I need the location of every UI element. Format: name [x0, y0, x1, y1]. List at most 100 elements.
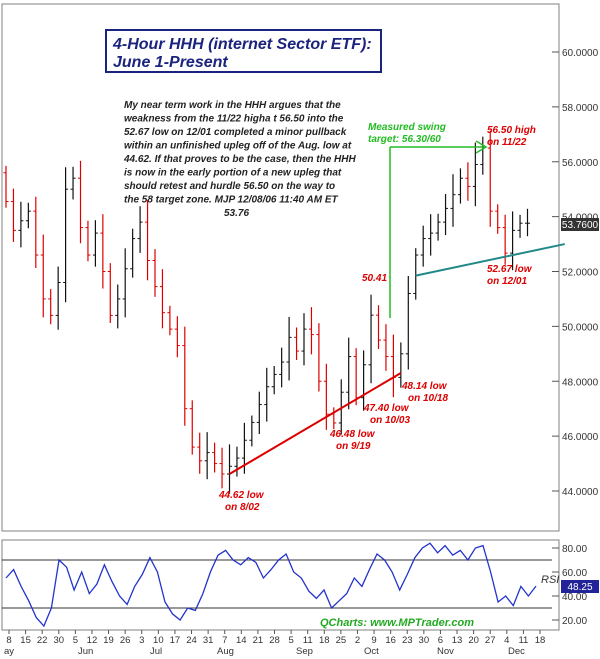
annotation-label: 48.14 low [401, 381, 448, 392]
annotation-label: 44.62 low [218, 490, 265, 501]
x-tick-label: 24 [186, 635, 197, 646]
x-tick-label: 3 [139, 635, 144, 646]
last-price-label: 53.7600 [562, 220, 599, 231]
annotation-label: on 11/22 [487, 137, 527, 148]
x-month-label: Jul [150, 646, 162, 657]
annotation-label: on 10/18 [408, 393, 448, 404]
commentary-line: is now in the early portion of a new upl… [124, 168, 342, 179]
rsi-y-tick-label: 40.00 [562, 592, 587, 603]
x-axis: 8 15 22 30 5 12 19 26 3 10 17 24 31 7 14 21 28 5 11 18 25 2 9 1… [4, 630, 545, 657]
x-month-label: Oct [364, 646, 379, 657]
price-y-tick-label: 60.0000 [562, 48, 599, 59]
x-month-label: Nov [437, 646, 454, 657]
commentary-line: should retest and hurdle 56.50 on the wa… [124, 181, 335, 192]
commentary-line: 44.62. If that proves to be the case, th… [123, 154, 357, 165]
chart-title: 4-Hour HHH (internet Sector ETF): [112, 36, 372, 53]
x-tick-label: 18 [319, 635, 330, 646]
x-tick-label: 30 [53, 635, 64, 646]
rsi-reference-lines [2, 559, 552, 609]
measured-move-arrow [389, 140, 488, 318]
price-y-tick-label: 58.0000 [562, 103, 599, 114]
price-y-tick-label: 44.0000 [562, 487, 599, 498]
annotation-label: Measured swing [368, 122, 446, 133]
x-tick-label: 18 [535, 635, 546, 646]
rsi-y-axis: 80.00 60.00 40.00 20.00 [552, 544, 587, 627]
x-tick-label: 28 [269, 635, 280, 646]
x-tick-label: 11 [518, 635, 528, 646]
price-y-tick-label: 48.0000 [562, 377, 599, 388]
commentary-line: weakness from the 11/22 higha t 56.50 in… [124, 114, 344, 125]
annotation-label: on 12/01 [487, 276, 527, 287]
x-tick-label: 6 [438, 635, 443, 646]
rsi-y-tick-label: 60.00 [562, 568, 587, 579]
x-month-label: Dec [508, 646, 525, 657]
price-bars [3, 130, 530, 494]
x-tick-label: 5 [288, 635, 293, 646]
price-y-tick-label: 52.0000 [562, 268, 599, 279]
x-tick-label: 5 [73, 635, 78, 646]
x-tick-label: 22 [37, 635, 48, 646]
price-y-tick-label: 56.0000 [562, 158, 599, 169]
rsi-y-tick-label: 80.00 [562, 544, 587, 555]
rsi-panel [1, 539, 560, 631]
x-tick-label: 4 [504, 635, 509, 646]
x-tick-label: 8 [6, 635, 11, 646]
annotation-label: 50.41 [362, 273, 387, 284]
annotation-label: 52.67 low [487, 264, 533, 275]
commentary-line: My near term work in the HHH argues that… [124, 100, 341, 111]
commentary: My near term work in the HHH argues that… [123, 100, 357, 219]
rsi-value-label: 48.25 [567, 582, 592, 593]
commentary-line: the 58 target zone. MJP 12/08/06 11:40 A… [124, 195, 338, 206]
x-month-label: Sep [296, 646, 313, 657]
annotation-label: 56.50 high [487, 125, 536, 136]
commentary-line: 52.67 low on 12/01 completed a minor pul… [124, 127, 347, 138]
rsi-label: RSI [541, 574, 559, 586]
x-tick-label: 12 [87, 635, 98, 646]
x-month-label: Aug [217, 646, 234, 657]
x-tick-label: 19 [103, 635, 114, 646]
x-tick-label: 23 [402, 635, 413, 646]
x-tick-label: 14 [236, 635, 247, 646]
commentary-line: within an unfinished upleg off of the Au… [124, 141, 352, 152]
trendlines [228, 243, 565, 475]
annotation-label: on 10/03 [370, 415, 410, 426]
title-box [105, 29, 382, 73]
trendline [228, 372, 402, 475]
price-panel [1, 3, 560, 532]
x-tick-label: 27 [485, 635, 496, 646]
x-tick-label: 20 [468, 635, 479, 646]
x-month-label: ay [4, 646, 14, 657]
x-month-label: Jun [78, 646, 93, 657]
trendline [415, 243, 565, 277]
last-price-badge [561, 218, 599, 231]
rsi-value-badge [561, 580, 599, 593]
annotation-label: 47.40 low [363, 403, 410, 414]
x-tick-label: 13 [452, 635, 463, 646]
annotation-label: target: 56.30/60 [368, 134, 441, 145]
price-y-tick-label: 46.0000 [562, 432, 599, 443]
price-y-tick-label: 50.0000 [562, 322, 599, 333]
chart-subtitle: June 1-Present [113, 54, 228, 71]
x-tick-label: 15 [20, 635, 31, 646]
x-tick-label: 11 [303, 635, 313, 646]
watermark: QCharts: www.MPTrader.com [320, 617, 474, 629]
x-tick-label: 9 [371, 635, 376, 646]
annotation-label: on 9/19 [336, 441, 371, 452]
x-tick-label: 16 [385, 635, 396, 646]
x-tick-label: 17 [170, 635, 181, 646]
x-tick-label: 25 [336, 635, 347, 646]
x-tick-label: 7 [222, 635, 227, 646]
annotation-label: 46.48 low [329, 429, 376, 440]
x-tick-label: 26 [120, 635, 131, 646]
rsi-line [5, 542, 537, 628]
x-tick-label: 2 [355, 635, 360, 646]
annotation-label: on 8/02 [225, 502, 260, 513]
rsi-y-tick-label: 20.00 [562, 616, 587, 627]
x-tick-label: 30 [419, 635, 430, 646]
x-tick-label: 21 [253, 635, 264, 646]
commentary-line: 53.76 [224, 208, 249, 219]
x-tick-label: 31 [203, 635, 214, 646]
x-tick-label: 10 [153, 635, 164, 646]
